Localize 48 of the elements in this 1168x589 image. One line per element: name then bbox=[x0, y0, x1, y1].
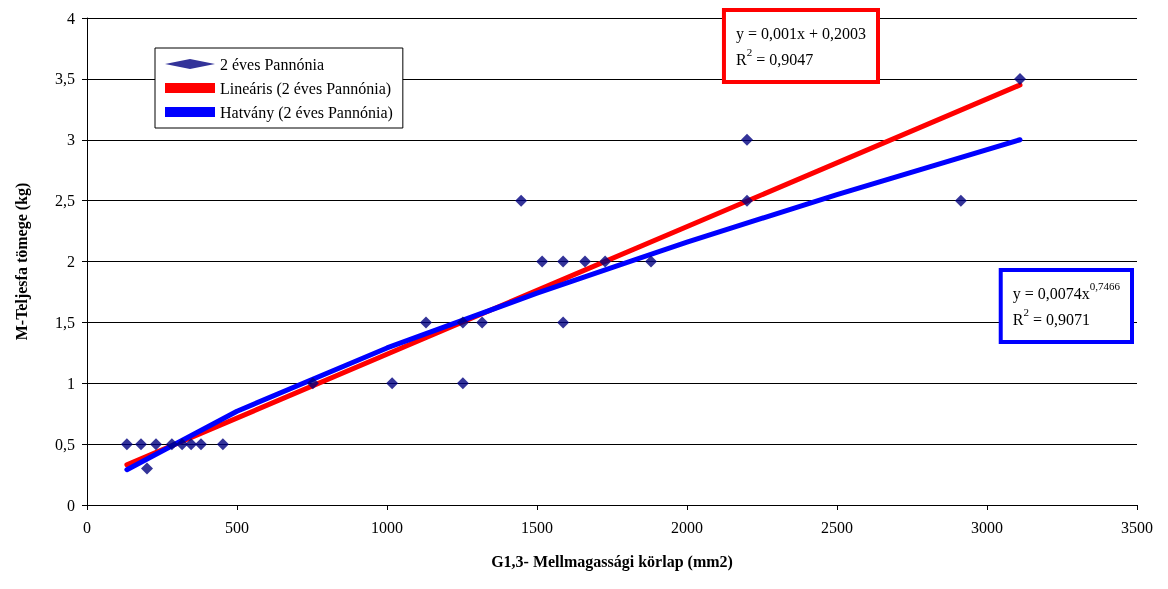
point bbox=[557, 316, 570, 329]
point bbox=[456, 377, 469, 390]
point bbox=[476, 316, 489, 329]
legend-label: Lineáris (2 éves Pannónia) bbox=[220, 79, 392, 98]
y-tick-label: 4 bbox=[67, 9, 75, 27]
x-tick-label: 500 bbox=[225, 518, 249, 536]
point bbox=[141, 462, 153, 475]
point bbox=[741, 194, 753, 207]
point bbox=[579, 255, 591, 268]
point bbox=[150, 438, 162, 451]
point bbox=[515, 194, 528, 207]
x-tick-label: 3000 bbox=[971, 518, 1003, 536]
point bbox=[645, 255, 657, 268]
x-tick-label: 2000 bbox=[671, 518, 703, 536]
y-tick-label: 2 bbox=[67, 253, 75, 270]
point bbox=[456, 316, 469, 329]
x-tick-label: 2500 bbox=[821, 518, 853, 536]
y-tick-label: 0 bbox=[67, 496, 75, 514]
point bbox=[954, 194, 967, 207]
point bbox=[741, 133, 753, 146]
point bbox=[135, 438, 147, 451]
y-tick-label: 0,5 bbox=[55, 435, 75, 453]
point bbox=[185, 438, 198, 451]
point bbox=[216, 438, 229, 451]
point bbox=[176, 438, 189, 451]
point bbox=[165, 438, 178, 451]
point bbox=[1014, 72, 1026, 85]
x-tick-label: 3500 bbox=[1121, 518, 1153, 536]
x-tick-label: 1000 bbox=[371, 518, 403, 536]
point bbox=[599, 255, 612, 268]
point bbox=[306, 377, 319, 390]
y-tick-label: 3 bbox=[67, 131, 75, 149]
x-tick-label: 0 bbox=[83, 518, 91, 536]
y-tick-label: 2,5 bbox=[55, 192, 75, 210]
x-axis-title: G1,3- Mellmagassági körlap (mm2) bbox=[491, 552, 733, 571]
y-tick-label: 1 bbox=[67, 374, 75, 392]
point bbox=[386, 377, 399, 390]
y-axis-title: M-Teljesfa tömege (kg) bbox=[12, 182, 31, 341]
point bbox=[120, 438, 133, 451]
point bbox=[420, 316, 432, 329]
y-tick-label: 1,5 bbox=[55, 313, 75, 331]
y-tick-label: 3,5 bbox=[55, 70, 75, 88]
legend-label: 2 éves Pannónia bbox=[220, 55, 324, 73]
x-tick-label: 1500 bbox=[521, 518, 553, 536]
point bbox=[195, 438, 207, 451]
point bbox=[536, 255, 549, 268]
legend-label: Hatvány (2 éves Pannónia) bbox=[220, 103, 393, 122]
point bbox=[557, 255, 570, 268]
